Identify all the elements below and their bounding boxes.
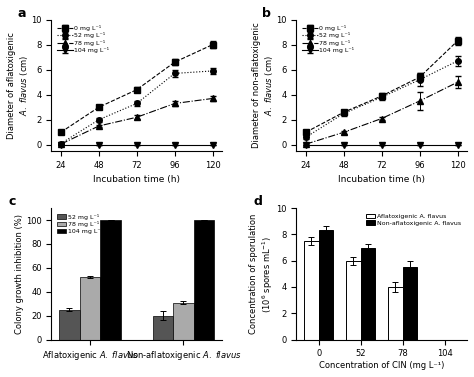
Legend: Aflatoxigenic A. flavus, Non-aflatoxigenic A. flavus: Aflatoxigenic A. flavus, Non-aflatoxigen… xyxy=(364,211,464,228)
Y-axis label: Diameter of aflatoxigenic
$A.$ $flavus$ (cm): Diameter of aflatoxigenic $A.$ $flavus$ … xyxy=(7,32,30,139)
Text: c: c xyxy=(9,195,16,208)
Bar xyxy=(304,241,319,340)
Bar xyxy=(361,248,375,340)
X-axis label: Concentration of CIN (mg L⁻¹): Concentration of CIN (mg L⁻¹) xyxy=(319,361,444,370)
Y-axis label: Colony growth inhibition (%): Colony growth inhibition (%) xyxy=(16,214,25,334)
Bar xyxy=(319,230,333,340)
Bar xyxy=(100,220,121,340)
Bar xyxy=(388,287,402,340)
Bar xyxy=(173,302,194,340)
Legend: 0 mg L⁻¹, 52 mg L⁻¹, 78 mg L⁻¹, 104 mg L⁻¹: 0 mg L⁻¹, 52 mg L⁻¹, 78 mg L⁻¹, 104 mg L… xyxy=(55,23,112,55)
Bar xyxy=(153,316,173,340)
Text: b: b xyxy=(262,7,271,20)
Bar xyxy=(59,310,80,340)
Bar xyxy=(194,220,214,340)
Text: a: a xyxy=(17,7,26,20)
Legend: 52 mg L⁻¹, 78 mg L⁻¹, 104 mg L⁻¹: 52 mg L⁻¹, 78 mg L⁻¹, 104 mg L⁻¹ xyxy=(55,211,106,237)
Bar xyxy=(402,267,417,340)
X-axis label: Incubation time (h): Incubation time (h) xyxy=(93,175,180,184)
X-axis label: Incubation time (h): Incubation time (h) xyxy=(338,175,425,184)
Text: d: d xyxy=(254,195,263,208)
Y-axis label: Diameter of non-aflatoxigenic
$A.$ $flavus$ (cm): Diameter of non-aflatoxigenic $A.$ $flav… xyxy=(252,23,275,148)
Y-axis label: Concentration of sporulation
($10^6$ spores mL$^{-1}$): Concentration of sporulation ($10^6$ spo… xyxy=(249,214,275,334)
Bar xyxy=(80,277,100,340)
Bar xyxy=(346,261,361,340)
Legend: 0 mg L⁻¹, 52 mg L⁻¹, 78 mg L⁻¹, 104 mg L⁻¹: 0 mg L⁻¹, 52 mg L⁻¹, 78 mg L⁻¹, 104 mg L… xyxy=(300,23,357,55)
